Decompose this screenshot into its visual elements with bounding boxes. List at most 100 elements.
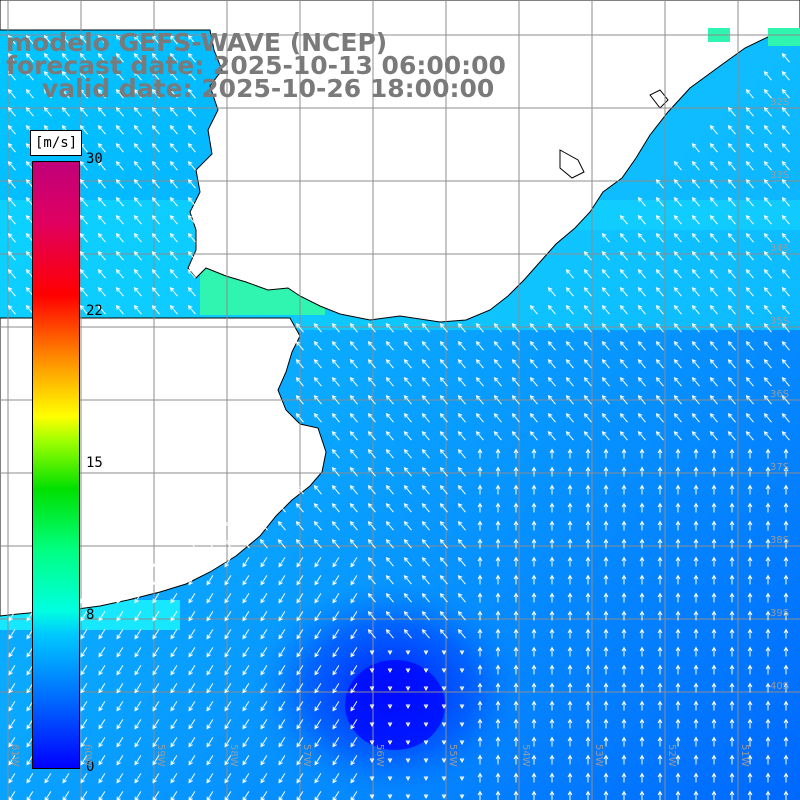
wind-arrow — [314, 773, 322, 784]
wind-arrow — [621, 574, 627, 585]
wind-arrow — [223, 539, 232, 549]
wind-arrow — [783, 700, 789, 711]
wind-arrow — [747, 646, 753, 657]
wind-arrow — [259, 503, 268, 513]
wind-arrow — [477, 736, 483, 747]
wind-arrow — [765, 754, 771, 765]
wind-arrow — [549, 448, 555, 459]
wind-arrow — [747, 502, 753, 513]
wind-arrow — [763, 179, 772, 189]
wind-arrow — [80, 647, 88, 658]
wind-arrow — [675, 610, 681, 621]
land-north — [0, 0, 800, 323]
longitude-label: 57W — [301, 744, 312, 767]
wind-arrow — [350, 683, 358, 694]
wind-arrow — [691, 251, 700, 261]
wind-arrow — [188, 575, 196, 586]
wind-arrow — [116, 611, 124, 622]
wind-arrow — [549, 718, 555, 729]
wind-arrow — [188, 683, 196, 694]
wind-arrow — [115, 233, 124, 243]
wind-arrow — [585, 772, 591, 783]
wind-arrow — [657, 538, 663, 549]
wind-arrow — [763, 143, 772, 153]
wind-arrow — [295, 485, 304, 495]
wind-arrow — [296, 737, 304, 748]
wind-arrow — [457, 521, 466, 531]
wind-arrow — [783, 610, 789, 621]
lagoon-patos — [649, 89, 669, 109]
wind-arrow — [26, 647, 34, 658]
wind-arrow — [98, 611, 106, 622]
wind-arrow — [188, 611, 196, 622]
wind-arrow — [331, 395, 340, 405]
wind-arrow — [655, 251, 664, 261]
wind-arrow — [133, 179, 142, 189]
wind-arrow — [583, 413, 592, 423]
wind-arrow — [97, 179, 106, 189]
wind-arrow — [727, 179, 736, 189]
wind-arrow — [765, 556, 771, 567]
wind-arrow — [693, 502, 699, 513]
wind-arrow — [116, 575, 124, 586]
wind-arrow — [639, 628, 645, 639]
wind-arrow — [567, 574, 573, 585]
wind-arrow — [619, 215, 628, 225]
wind-arrow — [403, 341, 412, 351]
wind-arrow — [637, 377, 646, 387]
wind-arrow — [151, 305, 160, 315]
wind-arrow — [421, 323, 430, 333]
wind-arrow — [241, 539, 250, 549]
wind-arrow — [565, 305, 574, 315]
wind-arrow — [187, 197, 196, 207]
wind-arrow — [151, 143, 160, 153]
wind-arrow — [709, 233, 718, 243]
wind-arrow — [531, 484, 537, 495]
wind-arrow — [115, 125, 124, 135]
wind-arrow — [709, 377, 718, 387]
wind-arrow — [403, 377, 412, 387]
wind-arrow — [675, 556, 681, 567]
wind-arrow — [97, 35, 106, 45]
wind-arrow — [547, 323, 556, 333]
wind-arrow — [709, 323, 718, 333]
wind-arrow — [260, 719, 268, 730]
wind-arrow — [133, 35, 142, 45]
wind-arrow — [79, 179, 88, 189]
wind-arrow — [531, 448, 537, 459]
wind-arrow — [657, 700, 663, 711]
wind-arrow — [133, 215, 142, 225]
wind-arrow — [567, 592, 573, 603]
wind-arrow — [783, 772, 789, 783]
wind-arrow — [367, 467, 376, 477]
wind-arrow — [747, 448, 753, 459]
wind-arrow — [763, 395, 772, 405]
wind-arrow — [693, 484, 699, 495]
wind-arrow — [655, 233, 664, 243]
wind-arrow — [116, 755, 124, 766]
wind-arrow — [8, 647, 16, 658]
wind-arrow — [781, 107, 790, 117]
wind-arrow — [296, 755, 304, 766]
wind-arrow — [655, 179, 664, 189]
longitude-label: 51W — [739, 744, 750, 767]
wind-arrow — [278, 593, 286, 604]
wind-arrow — [350, 773, 358, 784]
wind-arrow — [349, 395, 358, 405]
wind-arrow — [495, 448, 501, 459]
wind-arrow — [350, 701, 358, 712]
wind-arrow — [26, 683, 34, 694]
longitude-label: 56W — [374, 744, 385, 767]
wind-arrow — [278, 575, 286, 586]
wind-arrow — [585, 556, 591, 567]
wind-arrow — [459, 740, 465, 746]
wind-arrow — [601, 395, 610, 405]
wind-arrow — [349, 467, 358, 477]
wind-arrow — [549, 484, 555, 495]
wind-arrow — [367, 377, 376, 387]
wind-arrow — [693, 700, 699, 711]
wind-arrow — [385, 557, 394, 567]
wind-arrow — [709, 341, 718, 351]
wind-arrow — [79, 107, 88, 117]
wind-arrow — [493, 341, 502, 351]
